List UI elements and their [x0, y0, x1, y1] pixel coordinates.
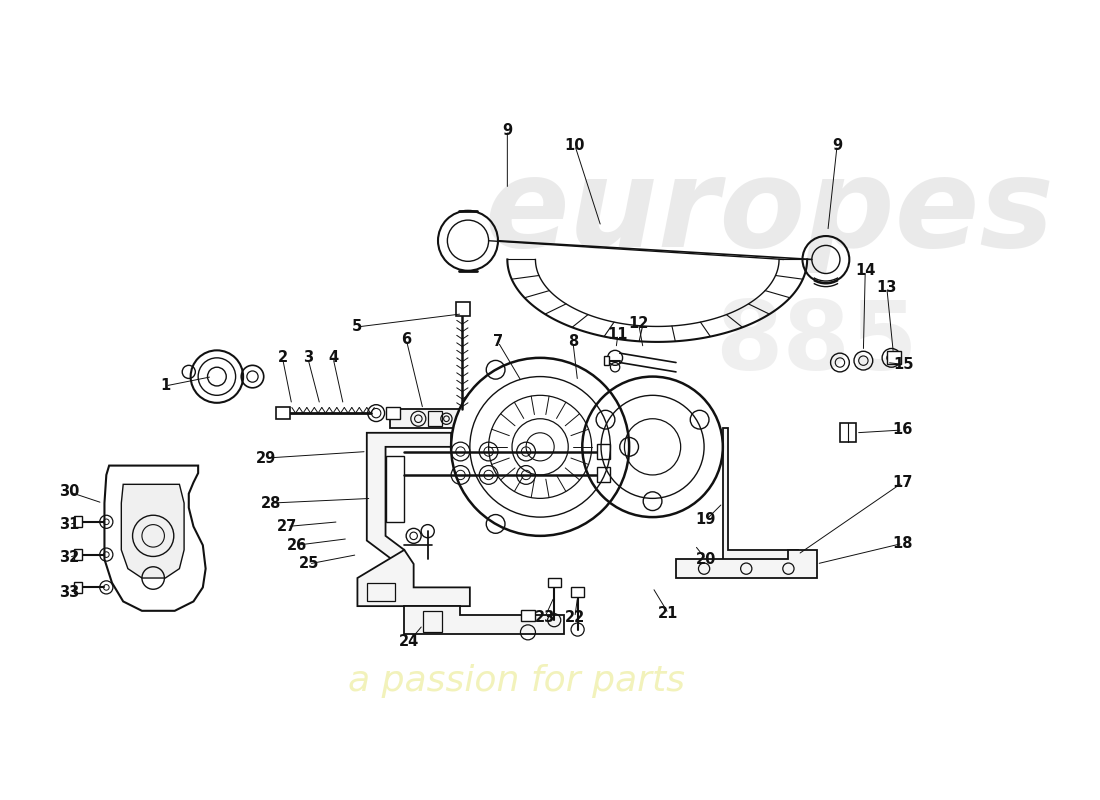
- Text: 3: 3: [302, 350, 312, 366]
- Polygon shape: [121, 484, 184, 578]
- Text: 9: 9: [832, 138, 843, 153]
- Text: 10: 10: [564, 138, 585, 153]
- Text: a passion for parts: a passion for parts: [349, 664, 685, 698]
- Text: 885: 885: [715, 298, 917, 390]
- Text: 15: 15: [893, 357, 914, 372]
- Polygon shape: [358, 550, 470, 606]
- Polygon shape: [521, 610, 536, 621]
- Text: europes: europes: [485, 152, 1055, 273]
- Text: 13: 13: [877, 280, 896, 295]
- Polygon shape: [840, 423, 856, 442]
- Text: 17: 17: [892, 475, 913, 490]
- Text: 5: 5: [352, 319, 363, 334]
- Polygon shape: [571, 587, 584, 597]
- Text: 26: 26: [286, 538, 307, 553]
- Text: 22: 22: [564, 610, 585, 625]
- Text: 28: 28: [261, 495, 282, 510]
- Polygon shape: [548, 578, 561, 587]
- Text: 7: 7: [493, 334, 503, 350]
- Text: 29: 29: [255, 450, 276, 466]
- Polygon shape: [276, 407, 290, 418]
- Text: 25: 25: [298, 557, 319, 571]
- Polygon shape: [405, 606, 563, 634]
- Text: 9: 9: [503, 122, 513, 138]
- Text: 24: 24: [399, 634, 419, 650]
- Polygon shape: [366, 433, 451, 569]
- Text: 1: 1: [161, 378, 170, 394]
- Text: 16: 16: [892, 422, 913, 438]
- Text: 27: 27: [277, 519, 297, 534]
- Circle shape: [451, 358, 629, 536]
- Text: 14: 14: [855, 263, 876, 278]
- Polygon shape: [887, 351, 901, 364]
- Polygon shape: [604, 356, 608, 366]
- Text: 12: 12: [628, 316, 649, 330]
- Text: 23: 23: [535, 610, 554, 625]
- Text: 32: 32: [58, 550, 79, 565]
- Polygon shape: [390, 410, 667, 428]
- Text: 18: 18: [892, 536, 913, 551]
- Text: 2: 2: [277, 350, 287, 366]
- Text: 6: 6: [402, 331, 411, 346]
- Text: 21: 21: [658, 606, 679, 621]
- Polygon shape: [75, 516, 82, 527]
- Text: 8: 8: [568, 334, 578, 350]
- Text: 31: 31: [58, 517, 79, 532]
- Polygon shape: [597, 467, 611, 482]
- Polygon shape: [75, 582, 82, 593]
- Text: 30: 30: [58, 484, 79, 499]
- Polygon shape: [676, 550, 816, 578]
- Polygon shape: [455, 302, 470, 316]
- Text: 20: 20: [696, 552, 716, 566]
- Polygon shape: [723, 428, 798, 569]
- Polygon shape: [104, 466, 206, 611]
- Polygon shape: [385, 407, 399, 418]
- Text: 33: 33: [58, 585, 79, 599]
- Polygon shape: [597, 444, 611, 459]
- Text: 11: 11: [607, 327, 628, 342]
- Text: 19: 19: [696, 513, 716, 527]
- Polygon shape: [75, 549, 82, 560]
- Circle shape: [582, 377, 723, 517]
- Text: 4: 4: [328, 350, 338, 366]
